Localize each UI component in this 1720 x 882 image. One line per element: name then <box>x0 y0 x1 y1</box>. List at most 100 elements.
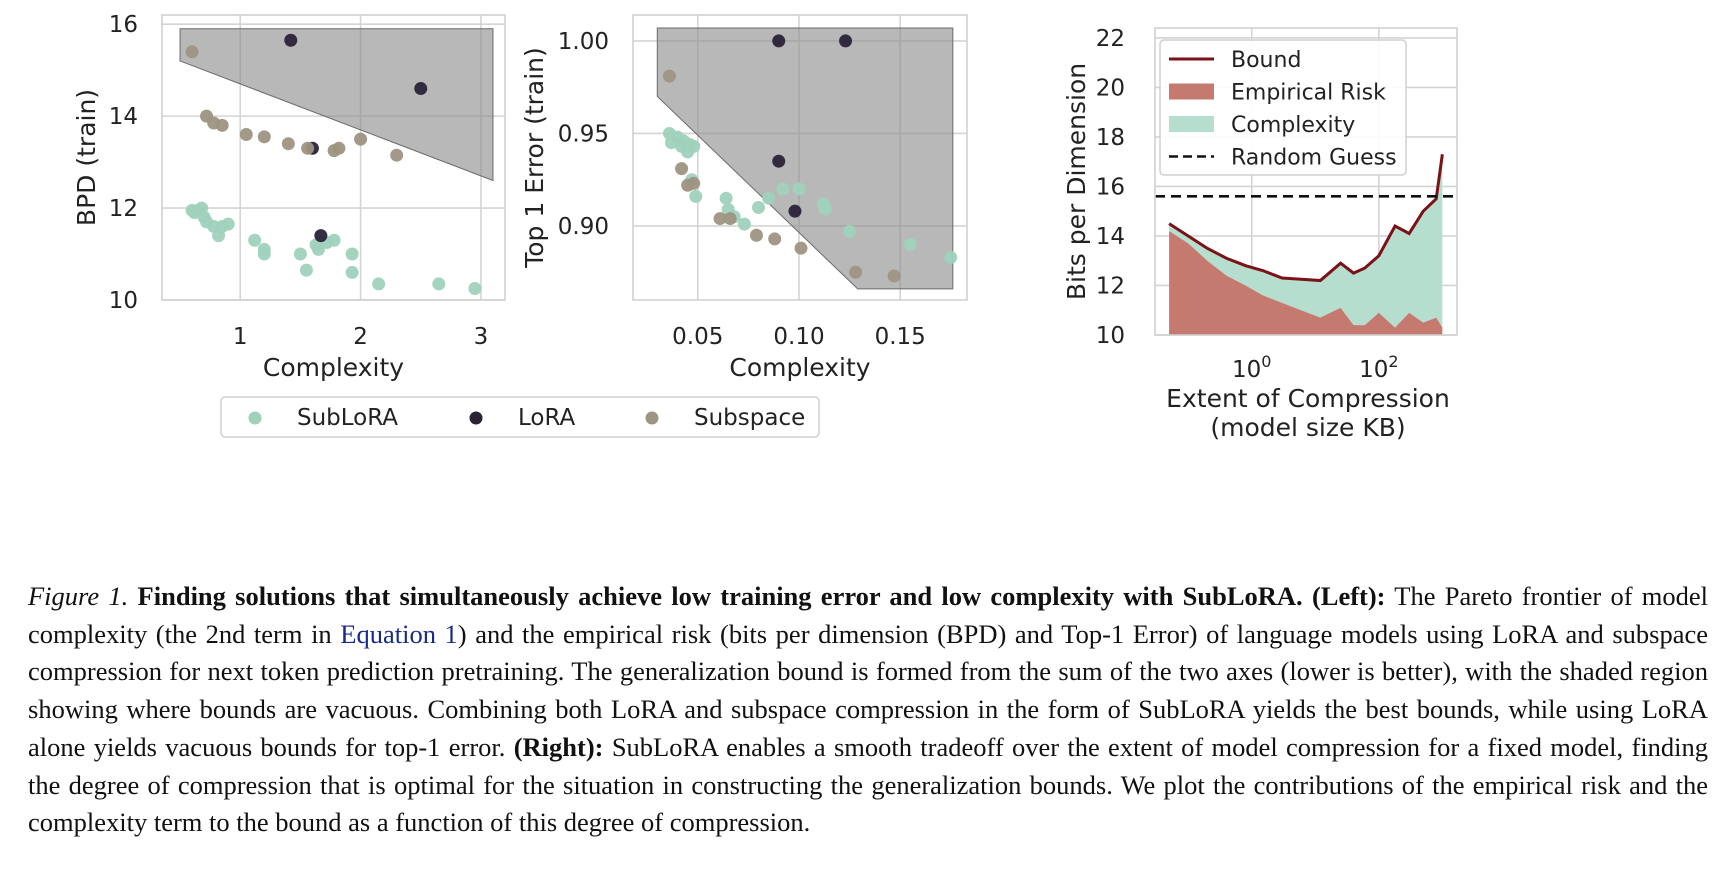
x-tick-label: 102 <box>1359 352 1398 383</box>
lora-point <box>284 33 298 47</box>
legend-marker-subspace <box>645 411 659 425</box>
figure-label: Figure 1. <box>28 581 129 611</box>
sublora-point <box>762 191 776 205</box>
legend-label-random-guess: Random Guess <box>1231 146 1397 171</box>
sublora-point <box>299 263 313 277</box>
lora-point <box>788 204 802 218</box>
subspace-point <box>301 141 315 155</box>
x-axis-label: Complexity <box>729 353 870 382</box>
subspace-point <box>749 228 763 242</box>
caption-text-1: The Pareto frontier of model complexity … <box>28 581 1709 649</box>
subspace-point <box>713 212 727 226</box>
complexity-area <box>1169 154 1443 328</box>
caption-left-label: (Left): <box>1311 581 1386 611</box>
subspace-point <box>675 162 689 176</box>
subspace-point <box>257 130 271 144</box>
lora-point <box>772 34 786 48</box>
sublora-point <box>345 265 359 279</box>
subspace-point <box>723 212 737 226</box>
subspace-point <box>662 69 676 83</box>
caption-text-2: ) and the empirical risk (bits per dimen… <box>28 618 1708 762</box>
legend-label-complexity: Complexity <box>1231 113 1355 138</box>
legend-marker-empirical-risk <box>1169 83 1214 100</box>
x-tick-label: 0.10 <box>773 324 824 350</box>
sublora-point <box>257 242 271 256</box>
sublora-point <box>944 250 958 264</box>
caption-right-label: (Right): <box>513 731 604 762</box>
sublora-point <box>221 217 235 231</box>
subspace-point <box>390 148 404 162</box>
sublora-point <box>689 189 703 203</box>
lora-point <box>772 154 786 168</box>
y-axis-label: BPD (train) <box>72 89 101 226</box>
legend-label-empirical-risk: Empirical Risk <box>1231 81 1386 106</box>
lora-point <box>414 82 428 96</box>
y-tick-label: 0.90 <box>558 214 609 240</box>
x-tick-label: 0.15 <box>875 324 926 350</box>
sublora-point <box>293 247 307 261</box>
y-tick-label: 14 <box>109 104 138 130</box>
legend-label-sublora: SubLoRA <box>297 405 398 431</box>
vacuous-bound-region <box>179 28 494 182</box>
equation-link[interactable]: Equation 1 <box>340 618 458 649</box>
sublora-point <box>432 277 446 291</box>
x-axis-label-line2: (model size KB) <box>1210 413 1405 442</box>
sublora-point <box>327 233 341 247</box>
y-axis-label: Bits per Dimension <box>1062 63 1091 300</box>
sublora-point <box>248 233 262 247</box>
legend-box <box>220 396 820 438</box>
x-tick-label: 0.05 <box>672 324 723 350</box>
subspace-point <box>185 45 199 59</box>
y-tick-label: 20 <box>1096 75 1125 101</box>
caption-text-3: SubLoRA enables a smooth tradeoff over t… <box>28 731 1709 838</box>
sublora-point <box>818 202 832 216</box>
y-tick-label: 0.95 <box>558 121 609 147</box>
subspace-point <box>332 141 346 155</box>
x-tick-label: 100 <box>1232 352 1271 383</box>
legend-label-subspace: Subspace <box>694 405 805 431</box>
subspace-point <box>794 241 808 255</box>
lora-point <box>839 34 853 48</box>
top1-scatter-panel: 0.05 0.10 0.15 0.90 0.95 1.00 Complexity Top 1 … <box>520 14 968 382</box>
plot-frame <box>161 14 506 301</box>
x-axis-label: Complexity <box>263 353 404 382</box>
subspace-point <box>849 265 863 279</box>
empirical-risk-area <box>1169 231 1443 335</box>
sublora-point <box>737 217 751 231</box>
y-tick-label: 10 <box>109 288 138 314</box>
sublora-point <box>792 182 806 196</box>
legend-marker-complexity <box>1169 116 1214 132</box>
subspace-point <box>239 128 253 142</box>
subspace-point <box>687 176 701 190</box>
sublora-point <box>752 200 766 214</box>
sublora-point <box>903 237 917 251</box>
caption-title: Finding solutions that simultaneously ac… <box>137 581 1303 611</box>
y-tick-label: 12 <box>1096 273 1125 299</box>
lora-point <box>314 229 328 243</box>
sublora-point <box>345 247 359 261</box>
y-tick-label: 18 <box>1096 125 1125 151</box>
x-tick-label: 3 <box>474 324 489 350</box>
y-axis-label: Top 1 Error (train) <box>520 47 549 269</box>
y-tick-label: 16 <box>1096 174 1125 200</box>
subspace-point <box>215 118 229 132</box>
x-tick-label: 2 <box>353 324 368 350</box>
legend-marker-lora <box>469 411 483 425</box>
x-tick-label: 1 <box>233 324 248 350</box>
sublora-point <box>687 139 701 153</box>
subspace-point <box>768 232 782 246</box>
plot-frame <box>1154 27 1458 336</box>
legend-box <box>1159 39 1407 176</box>
sublora-point <box>776 182 790 196</box>
figure-caption: Figure 1. Finding solutions that simulta… <box>28 578 1708 842</box>
y-tick-label: 1.00 <box>558 29 609 55</box>
scatter-legend: SubLoRA LoRA Subspace <box>220 396 820 438</box>
legend-label-bound: Bound <box>1231 48 1301 73</box>
legend-label-lora: LoRA <box>518 405 576 431</box>
subspace-point <box>887 269 901 283</box>
sublora-point <box>843 225 857 239</box>
subspace-point <box>354 132 368 146</box>
